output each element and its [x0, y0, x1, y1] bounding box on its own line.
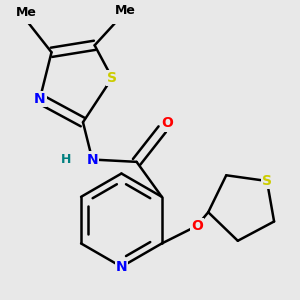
Text: Me: Me	[15, 6, 36, 19]
Text: N: N	[116, 260, 127, 274]
Text: H: H	[61, 153, 71, 166]
Text: Me: Me	[115, 4, 135, 17]
Text: S: S	[107, 71, 117, 85]
Text: N: N	[34, 92, 46, 106]
Text: S: S	[262, 174, 272, 188]
Text: O: O	[191, 219, 203, 233]
Text: N: N	[86, 152, 98, 167]
Text: O: O	[161, 116, 173, 130]
